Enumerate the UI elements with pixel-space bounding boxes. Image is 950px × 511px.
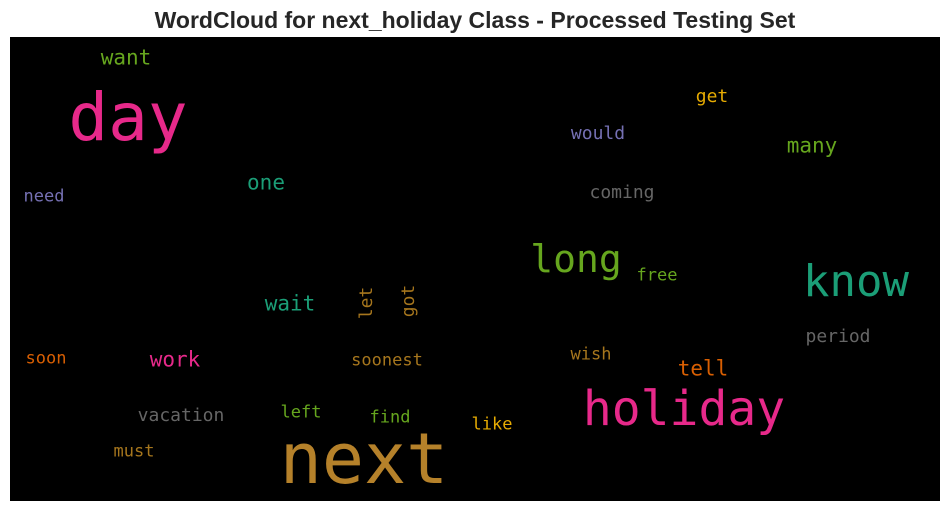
word-want: want — [100, 45, 152, 70]
word-find: find — [369, 407, 411, 428]
word-vacation: vacation — [137, 405, 225, 426]
word-cloud-canvas: next holiday day know long want many one wait wor… — [10, 37, 940, 501]
word-many: many — [786, 133, 838, 158]
word-long: long — [530, 237, 622, 281]
word-wish: wish — [570, 344, 612, 365]
word-left: left — [280, 402, 322, 423]
word-soon: soon — [25, 348, 67, 369]
word-must: must — [113, 441, 155, 462]
word-tell: tell — [677, 356, 729, 381]
word-know: know — [803, 256, 909, 307]
word-get: get — [695, 86, 729, 107]
word-free: free — [636, 265, 678, 286]
word-day: day — [68, 79, 188, 156]
word-one: one — [247, 170, 285, 195]
word-got: got — [398, 284, 419, 318]
word-coming: coming — [589, 182, 655, 203]
chart-title: WordCloud for next_holiday Class - Proce… — [154, 7, 796, 33]
word-like: like — [471, 414, 513, 435]
word-need: need — [23, 186, 65, 207]
word-holiday: holiday — [582, 381, 786, 437]
word-would: would — [570, 123, 626, 144]
word-let: let — [356, 286, 377, 320]
word-period: period — [805, 326, 871, 347]
word-soonest: soonest — [351, 350, 423, 371]
word-work: work — [149, 347, 201, 372]
word-wait: wait — [264, 291, 316, 316]
word-next: next — [279, 418, 449, 500]
